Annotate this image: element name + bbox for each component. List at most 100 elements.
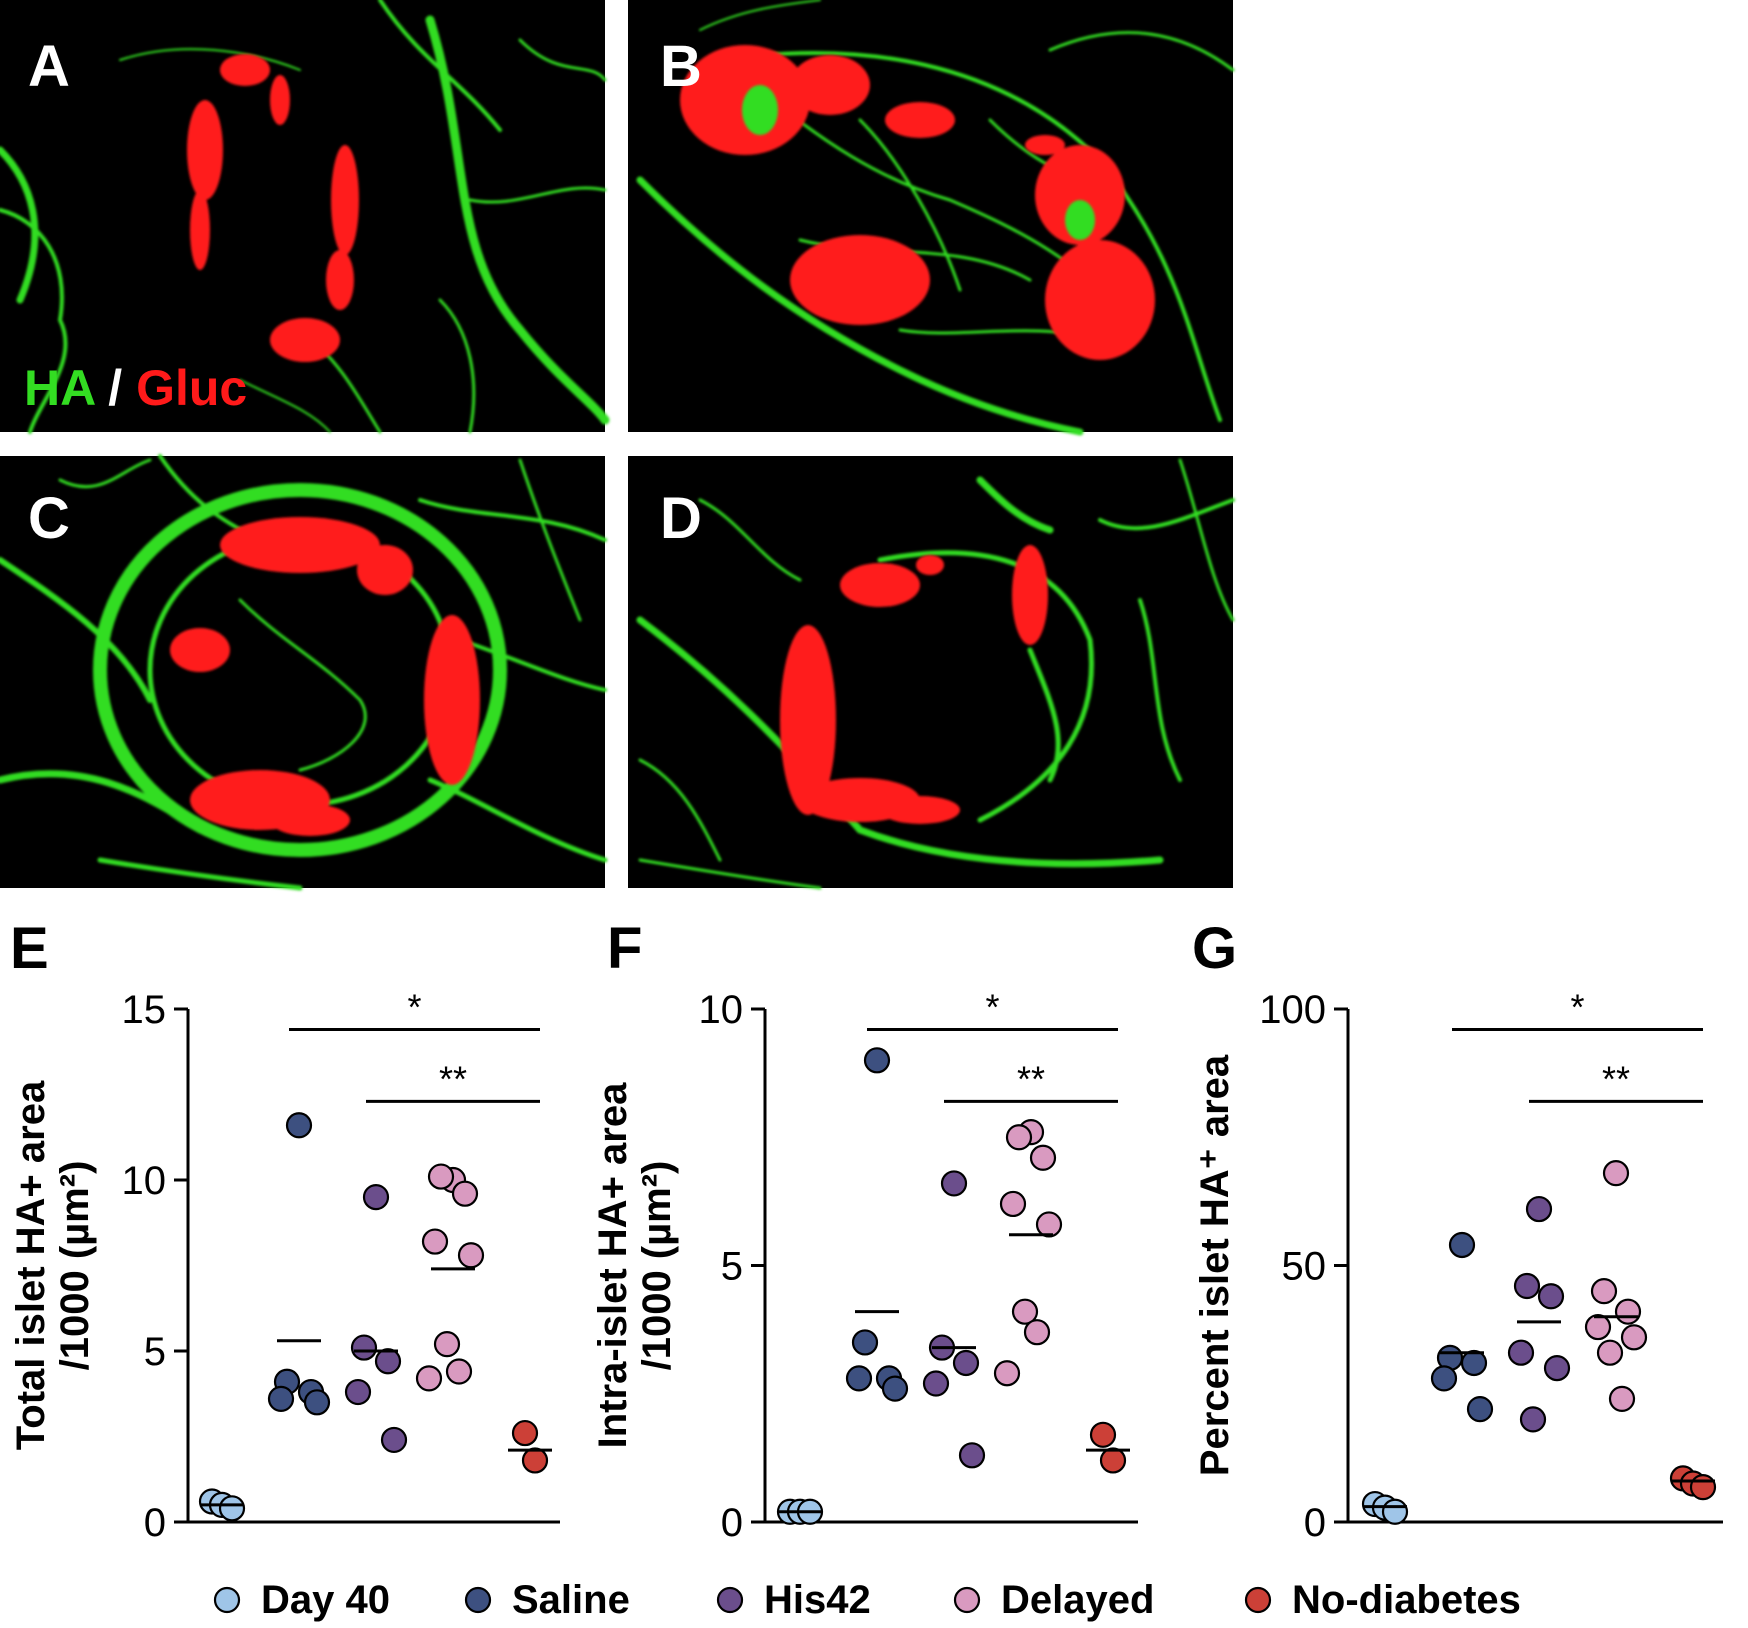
data-point (1089, 1421, 1117, 1448)
data-point (362, 1183, 390, 1211)
stain-gluc: Gluc (136, 360, 247, 416)
y-tick-label: 15 (122, 988, 167, 1032)
legend-item-no-diabetes: No-diabetes (1244, 1578, 1521, 1622)
panel-label-g: G (1192, 916, 1237, 981)
y-tick-label: 10 (122, 1159, 167, 1203)
stain-ha: HA (24, 360, 95, 416)
significance-label: ** (1017, 1058, 1045, 1099)
data-point (1513, 1272, 1541, 1300)
y-tick-label: 50 (1282, 1245, 1327, 1289)
legend-label: Saline (512, 1578, 630, 1622)
significance-label: ** (439, 1058, 467, 1099)
data-point (881, 1375, 909, 1402)
legend-marker (213, 1586, 241, 1614)
data-point (1460, 1349, 1488, 1377)
data-point (1596, 1339, 1624, 1366)
legend-marker (464, 1586, 492, 1614)
data-point (958, 1442, 986, 1469)
data-point (1466, 1396, 1494, 1423)
data-point (511, 1419, 539, 1447)
y-axis-title: Intra-islet HA+ area (591, 1082, 635, 1448)
data-point (845, 1365, 873, 1392)
data-point (922, 1370, 950, 1397)
data-point (1590, 1278, 1618, 1305)
y-tick-label: 5 (721, 1245, 743, 1289)
data-point (851, 1329, 879, 1356)
significance-label: * (985, 987, 999, 1028)
data-point (1602, 1160, 1630, 1187)
y-tick-label: 5 (144, 1330, 166, 1374)
data-point (303, 1389, 331, 1416)
data-point (863, 1047, 891, 1074)
legend-item-delayed: Delayed (953, 1578, 1154, 1622)
y-axis-title: Total islet HA+ area (9, 1080, 53, 1450)
y-tick-label: 100 (1259, 988, 1326, 1032)
micrograph-d: D (628, 456, 1235, 890)
data-point (952, 1349, 980, 1377)
data-point (374, 1348, 402, 1375)
panel-label-c: C (28, 486, 70, 551)
stain-sep: / (94, 360, 136, 416)
significance-label: * (407, 987, 421, 1028)
y-tick-label: 10 (699, 988, 744, 1032)
data-point (999, 1190, 1027, 1218)
micrograph-b: B (628, 0, 1235, 436)
legend: Day 40 Saline His42 Delayed No-diabetes (213, 1578, 1521, 1622)
data-point (1005, 1124, 1033, 1151)
data-point (1507, 1339, 1535, 1366)
data-point (433, 1331, 461, 1358)
data-point (521, 1447, 549, 1474)
legend-item-his42: His42 (716, 1578, 871, 1622)
data-point (1029, 1144, 1057, 1171)
legend-marker (1244, 1586, 1272, 1614)
legend-label: Delayed (1001, 1578, 1154, 1622)
data-point (1448, 1231, 1476, 1259)
y-tick-label: 0 (144, 1501, 166, 1545)
panel-label-a: A (28, 34, 70, 99)
data-point (445, 1358, 473, 1385)
data-point (218, 1495, 246, 1522)
y-axis-title-line2: /1000 (µm²) (635, 1161, 679, 1371)
data-point (415, 1365, 443, 1392)
y-axis-title: Percent islet HA⁺ area (1193, 1054, 1237, 1476)
data-point (1519, 1406, 1547, 1433)
panel-label-d: D (660, 486, 702, 551)
legend-label: Day 40 (261, 1578, 390, 1622)
legend-marker (716, 1586, 744, 1614)
data-point (1525, 1195, 1553, 1223)
micrograph-c: C (0, 454, 608, 891)
data-point (1608, 1385, 1636, 1412)
legend-label: No-diabetes (1292, 1578, 1521, 1622)
data-point (285, 1112, 313, 1139)
y-axis-title-line2: /1000 (µm²) (53, 1161, 97, 1371)
data-point (427, 1163, 455, 1190)
data-point (267, 1385, 295, 1412)
legend-item-saline: Saline (464, 1578, 630, 1622)
data-point (940, 1170, 968, 1197)
data-point (1011, 1298, 1039, 1325)
stain-legend: HA / Gluc (24, 360, 247, 416)
panel-label-b: B (660, 34, 702, 99)
data-point (451, 1180, 479, 1207)
data-point (1023, 1319, 1051, 1346)
data-point (1689, 1474, 1717, 1501)
data-point (1381, 1498, 1409, 1525)
y-tick-label: 0 (1304, 1501, 1326, 1545)
legend-marker (953, 1586, 981, 1614)
legend-label: His42 (764, 1578, 871, 1622)
legend-item-day-40: Day 40 (213, 1578, 390, 1622)
y-tick-label: 0 (721, 1501, 743, 1545)
micrograph-a: A HA / Gluc (0, 0, 610, 434)
data-point (457, 1242, 485, 1269)
data-point (1537, 1283, 1565, 1310)
data-point (1430, 1365, 1458, 1392)
data-point (380, 1426, 408, 1454)
data-point (1620, 1324, 1648, 1351)
data-point (350, 1334, 378, 1361)
data-point (1543, 1354, 1571, 1382)
